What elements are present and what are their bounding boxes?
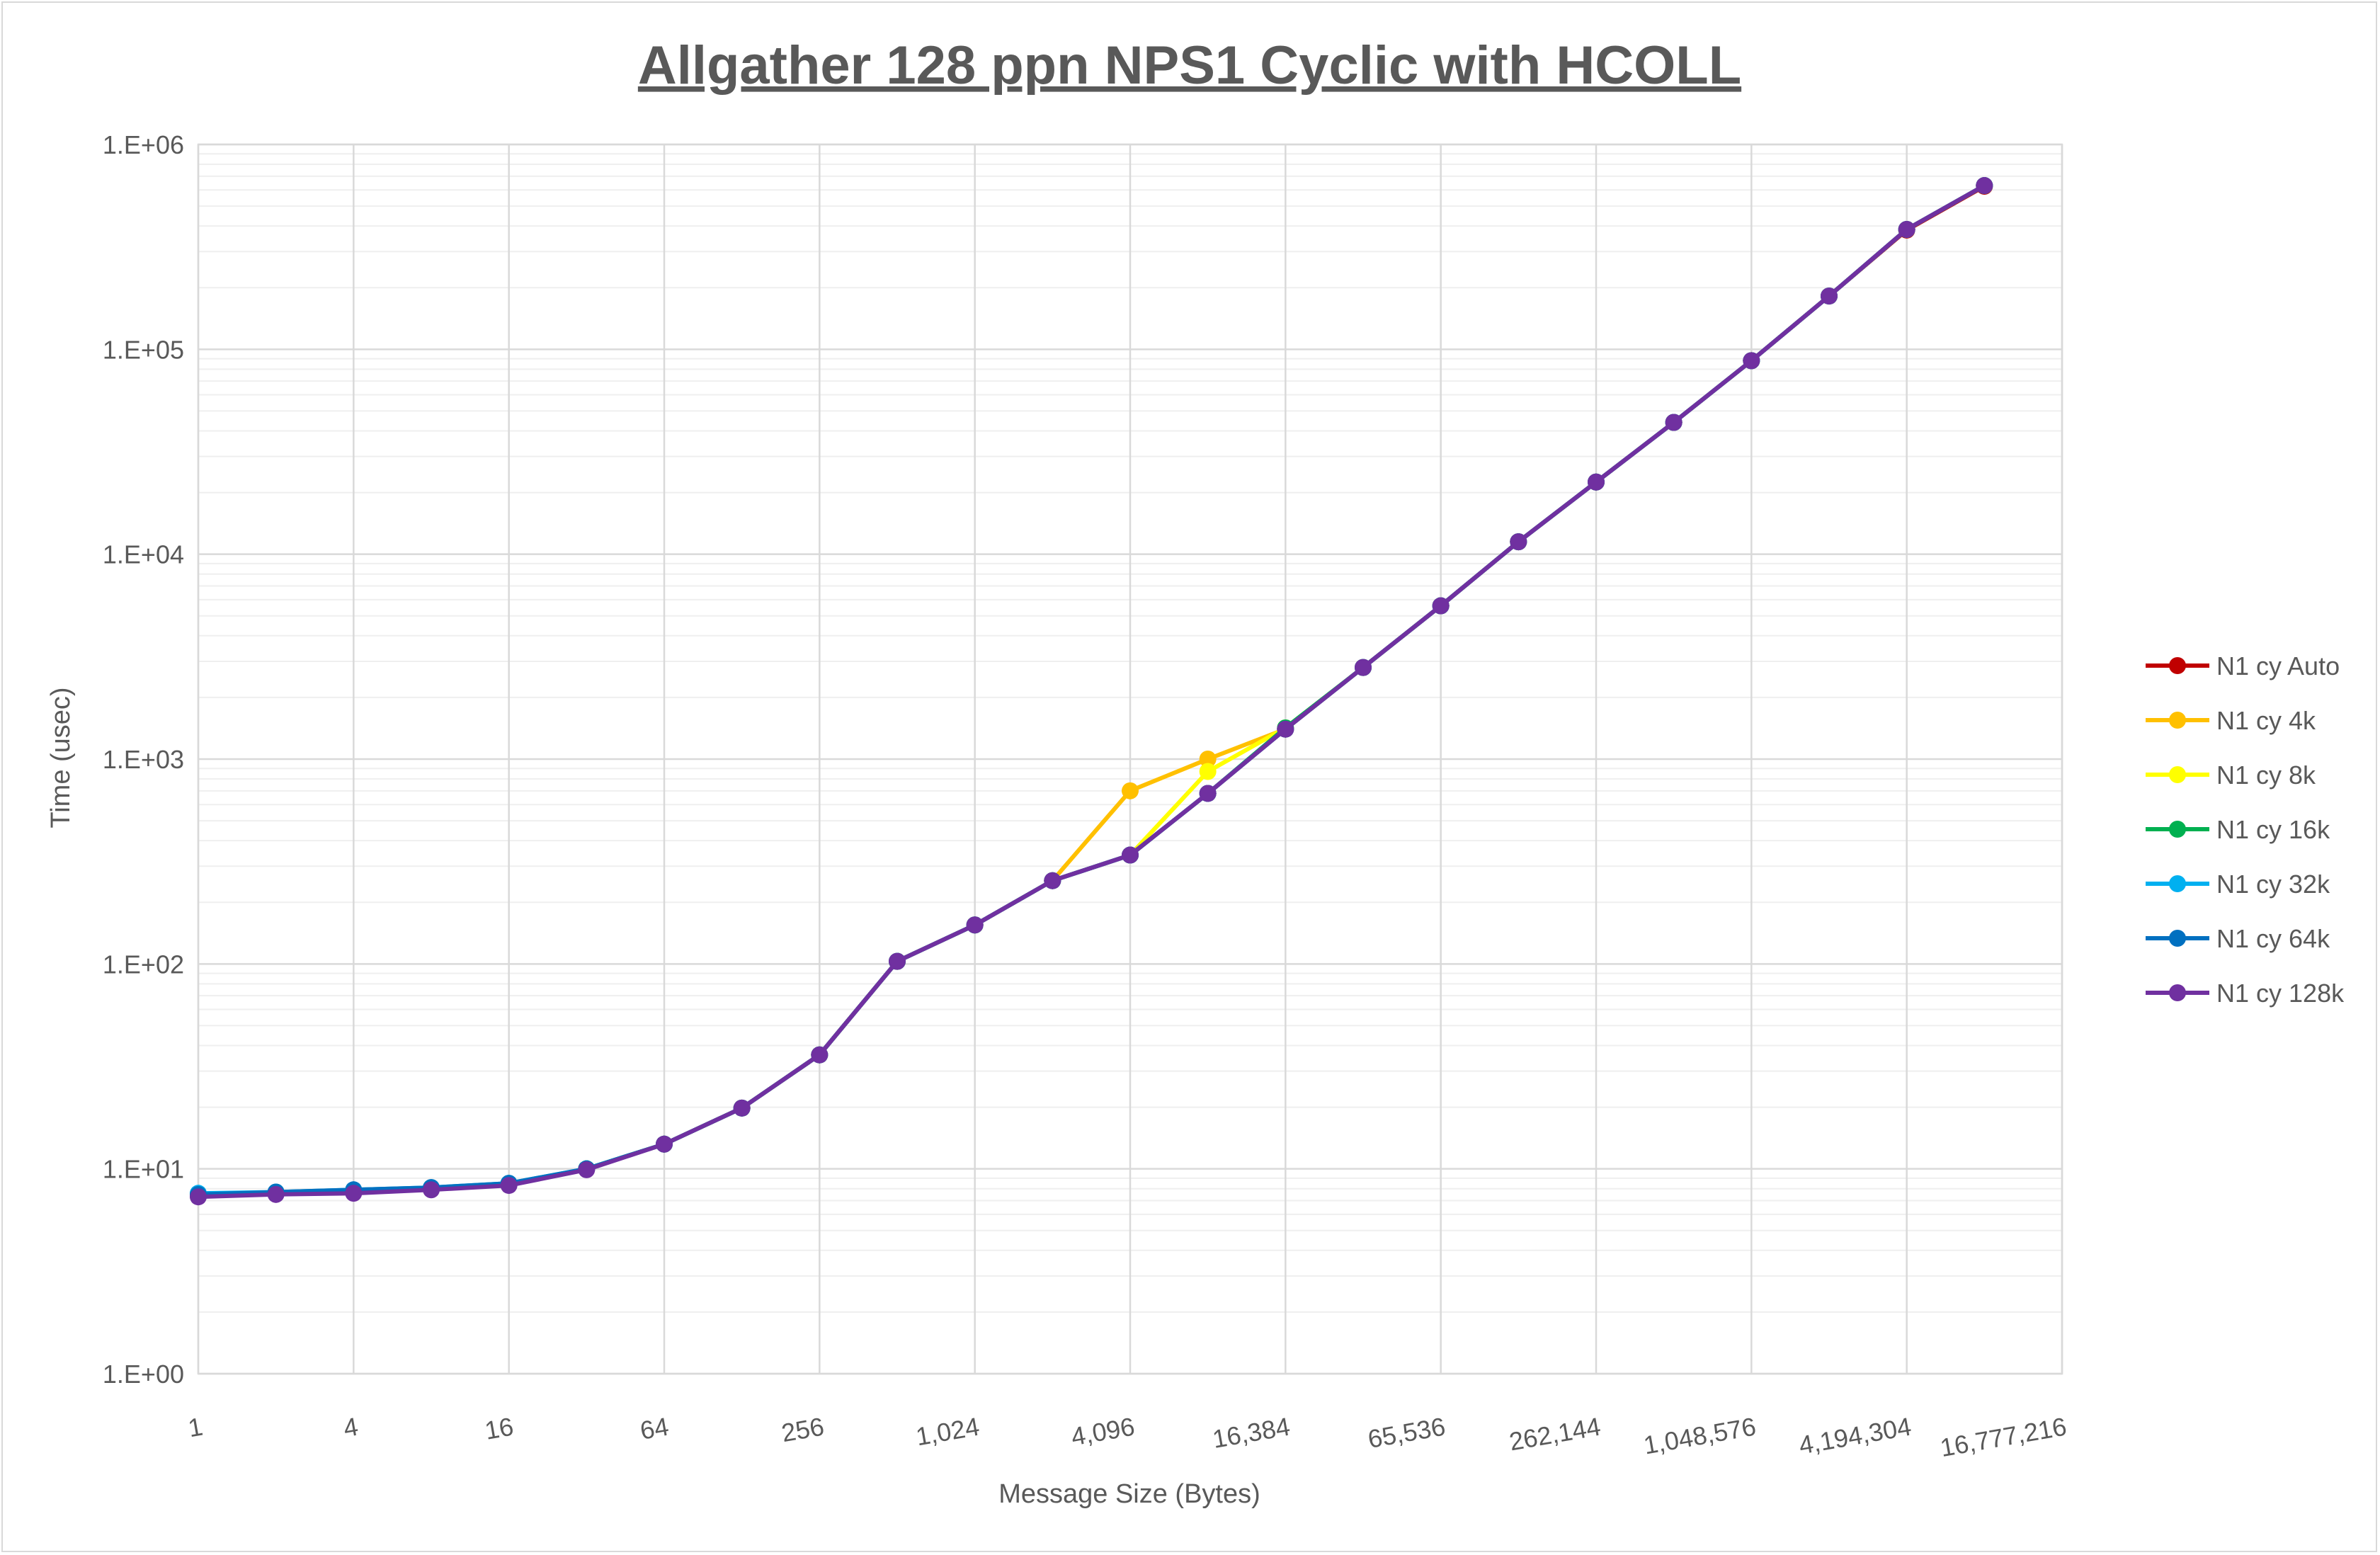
data-point bbox=[1665, 414, 1682, 431]
data-point bbox=[733, 1099, 751, 1117]
series-line-n1-cy-32k bbox=[198, 183, 1986, 1196]
series-n1-cy-8k bbox=[190, 177, 1993, 1204]
legend-marker bbox=[2169, 712, 2186, 729]
data-point bbox=[1976, 177, 1993, 195]
series-line-n1-cy-8k bbox=[198, 183, 1986, 1198]
data-point bbox=[1122, 782, 1139, 799]
data-point bbox=[423, 1181, 440, 1199]
legend-label: N1 cy 16k bbox=[2216, 815, 2330, 844]
series-n1-cy-128k bbox=[190, 177, 1993, 1206]
y-tick-label: 1.E+06 bbox=[103, 130, 184, 159]
data-point bbox=[345, 1185, 363, 1202]
series-n1-cy-32k bbox=[190, 177, 1993, 1202]
data-point bbox=[1588, 473, 1605, 491]
legend-marker bbox=[2169, 821, 2186, 838]
y-tick-label: 1.E+02 bbox=[103, 950, 184, 979]
legend-item: N1 cy 8k bbox=[2146, 761, 2316, 790]
legend-label: N1 cy 4k bbox=[2216, 706, 2316, 735]
y-tick-label: 1.E+03 bbox=[103, 745, 184, 774]
x-tick-label: 256 bbox=[779, 1412, 826, 1448]
y-tick-label: 1.E+05 bbox=[103, 335, 184, 364]
legend-label: N1 cy 8k bbox=[2216, 761, 2316, 790]
legend-item: N1 cy 16k bbox=[2146, 815, 2330, 844]
series-n1-cy-4k bbox=[190, 177, 1993, 1204]
data-point bbox=[1044, 872, 1061, 889]
x-axis-title: Message Size (Bytes) bbox=[998, 1479, 1260, 1509]
legend-marker bbox=[2169, 875, 2186, 892]
y-tick-label: 1.E+04 bbox=[103, 540, 184, 569]
data-point bbox=[656, 1135, 673, 1153]
legend-item: N1 cy 64k bbox=[2146, 924, 2330, 953]
data-point bbox=[1821, 287, 1838, 305]
legend: N1 cy Auto N1 cy 4k N1 cy 8k N1 cy 16k N1 cy… bbox=[2146, 651, 2345, 1008]
x-tick-label: 4,096 bbox=[1069, 1412, 1137, 1452]
x-tick-label: 4,194,304 bbox=[1797, 1412, 1913, 1460]
series-line-n1-cy-16k bbox=[198, 183, 1986, 1198]
data-point bbox=[1277, 720, 1294, 738]
x-tick-label: 1,024 bbox=[913, 1412, 981, 1452]
data-point bbox=[1199, 763, 1217, 780]
y-tick-label: 1.E+00 bbox=[103, 1360, 184, 1389]
x-tick-label: 16 bbox=[482, 1412, 516, 1445]
legend-label: N1 cy 128k bbox=[2216, 979, 2345, 1008]
legend-marker bbox=[2169, 766, 2186, 783]
y-axis-title: Time (usec) bbox=[46, 687, 76, 828]
plot-border bbox=[197, 143, 2063, 1375]
gridlines bbox=[197, 143, 2063, 1375]
legend-label: N1 cy 64k bbox=[2216, 924, 2330, 953]
chart-title: Allgather 128 ppn NPS1 Cyclic with HCOLL bbox=[638, 35, 1741, 96]
x-tick-label: 262,144 bbox=[1507, 1412, 1602, 1457]
series-n1-cy-64k bbox=[190, 177, 1993, 1203]
series-line-n1-cy-4k bbox=[198, 183, 1986, 1198]
x-tick-label: 65,536 bbox=[1365, 1412, 1447, 1454]
data-point bbox=[1743, 352, 1760, 370]
legend-marker bbox=[2169, 930, 2186, 947]
y-tick-label: 1.E+01 bbox=[103, 1155, 184, 1184]
x-tick-label: 16,384 bbox=[1210, 1412, 1292, 1454]
data-point bbox=[1122, 846, 1139, 864]
series-line-n1-cy-auto bbox=[198, 184, 1986, 1198]
data-point bbox=[267, 1185, 285, 1203]
series-line-n1-cy-128k bbox=[198, 183, 1986, 1200]
legend-marker bbox=[2169, 984, 2186, 1001]
data-point bbox=[1898, 220, 1915, 238]
legend-marker bbox=[2169, 657, 2186, 674]
legend-item: N1 cy 128k bbox=[2146, 979, 2345, 1008]
series-lines bbox=[190, 177, 1993, 1206]
axes: 1.E+00 1.E+01 1.E+02 1.E+03 1.E+04 1.E+05 1.E+… bbox=[103, 130, 2068, 1462]
series-line-n1-cy-64k bbox=[198, 183, 1986, 1197]
series-n1-cy-16k bbox=[190, 177, 1993, 1204]
legend-label: N1 cy 32k bbox=[2216, 870, 2330, 899]
data-point bbox=[1510, 533, 1527, 551]
legend-label: N1 cy Auto bbox=[2216, 651, 2340, 680]
legend-item: N1 cy Auto bbox=[2146, 651, 2340, 680]
x-tick-label: 64 bbox=[638, 1412, 671, 1445]
data-point bbox=[500, 1177, 518, 1195]
data-point bbox=[966, 916, 984, 934]
data-point bbox=[889, 952, 906, 970]
x-tick-label: 16,777,216 bbox=[1938, 1412, 2069, 1463]
data-point bbox=[811, 1046, 829, 1064]
data-point bbox=[190, 1188, 207, 1206]
series-n1-cy-auto bbox=[190, 178, 1993, 1204]
data-point bbox=[1355, 659, 1372, 676]
x-tick-label: 1 bbox=[186, 1412, 205, 1443]
x-tick-label: 4 bbox=[341, 1412, 360, 1443]
legend-item: N1 cy 32k bbox=[2146, 870, 2330, 899]
legend-item: N1 cy 4k bbox=[2146, 706, 2316, 735]
data-point bbox=[1199, 785, 1217, 802]
x-tick-label: 1,048,576 bbox=[1641, 1412, 1758, 1460]
data-point bbox=[578, 1161, 596, 1178]
data-point bbox=[1199, 751, 1217, 768]
data-point bbox=[1432, 597, 1450, 615]
